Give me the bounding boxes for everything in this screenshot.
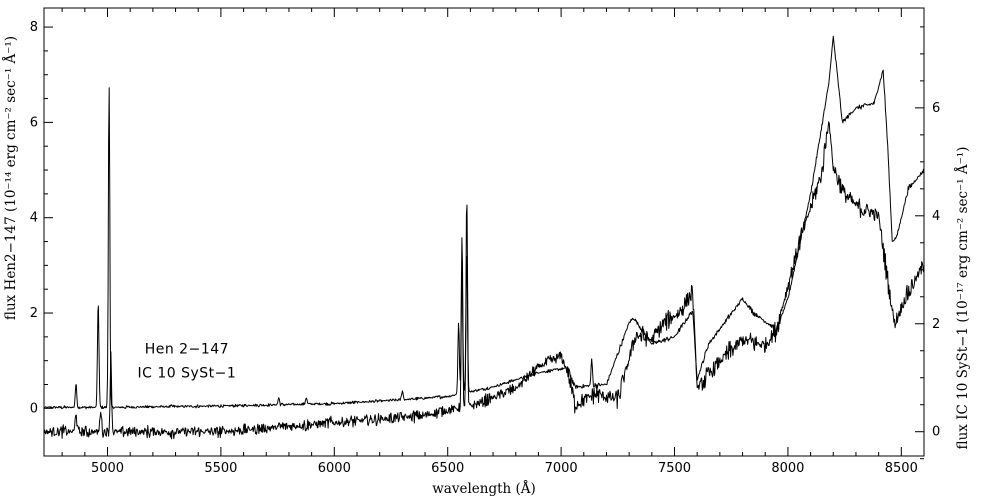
right-tick-label: 2 [932, 317, 940, 332]
left-tick-label: 6 [30, 115, 38, 130]
x-tick-label: 7000 [545, 461, 578, 476]
right-axis-label: flux IC 10 SySt−1 (10⁻¹⁷ erg cm⁻² sec⁻¹ … [955, 147, 971, 450]
annotations-group: Hen 2−147 IC 10 SySt−1 [137, 342, 236, 382]
right-tick-label: 0 [932, 425, 940, 440]
x-tick-label: 5500 [204, 461, 237, 476]
right-tick-label: 6 [932, 101, 940, 116]
series-ic-10-syst-1 [43, 121, 925, 440]
left-tick-label: 4 [30, 211, 38, 226]
series-group [43, 35, 925, 440]
x-tick-label: 6500 [431, 461, 464, 476]
plot-frame [43, 7, 925, 457]
left-tick-label: 2 [30, 306, 38, 321]
x-tick-label: 8500 [885, 461, 918, 476]
left-axis-label: flux Hen2−147 (10⁻¹⁴ erg cm⁻² sec⁻¹ Å⁻¹) [3, 36, 19, 320]
left-tick-label: 0 [30, 401, 38, 416]
left-tick-label: 8 [30, 20, 38, 35]
x-tick-label: 7500 [658, 461, 691, 476]
x-tick-label: 5000 [91, 461, 124, 476]
series-annotation: IC 10 SySt−1 [137, 366, 236, 382]
left-axis-ticks: 0 2 4 6 8 [30, 20, 53, 433]
x-axis-label: wavelength (Å) [432, 481, 536, 497]
series-annotation: Hen 2−147 [145, 342, 229, 358]
right-tick-label: 4 [932, 209, 940, 224]
x-axis-ticks: 5000 5500 6000 6500 7000 7500 8000 8500 [61, 8, 925, 476]
right-axis-ticks: 0 2 4 6 [915, 26, 940, 460]
x-tick-label: 8000 [771, 461, 804, 476]
x-tick-label: 6000 [318, 461, 351, 476]
